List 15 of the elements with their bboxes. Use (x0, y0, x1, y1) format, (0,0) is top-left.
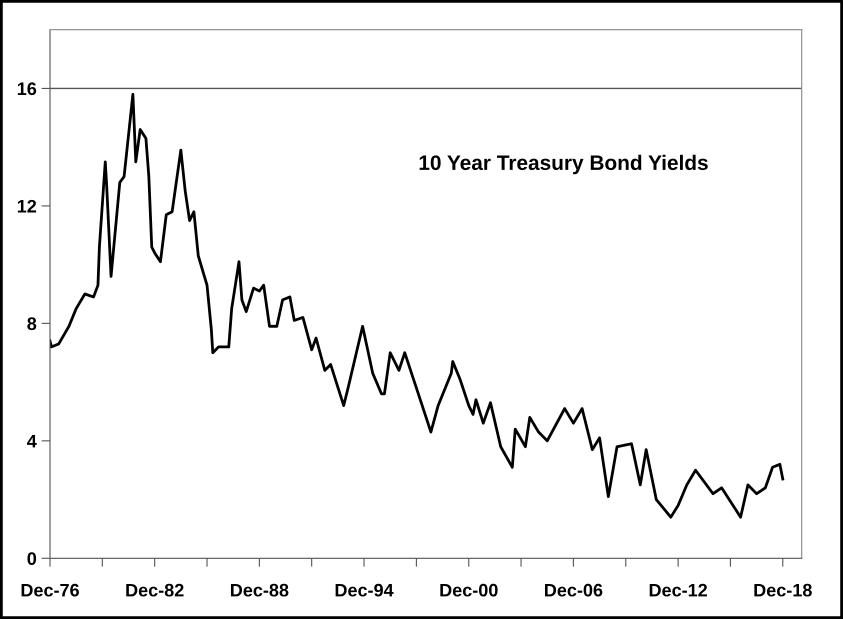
x-tick-label: Dec-00 (440, 584, 498, 597)
x-tick-label: Dec-82 (126, 584, 184, 597)
x-tick-label: Dec-06 (545, 584, 602, 597)
x-tick-label: Dec-12 (650, 584, 708, 597)
x-tick-label: Dec-94 (336, 584, 394, 597)
line-series (50, 92, 784, 519)
y-tick-label: 12 (18, 200, 36, 212)
x-tick-label: Dec-88 (230, 584, 288, 597)
x-tick-label: Dec-18 (754, 584, 812, 597)
y-tick-label: 4 (27, 434, 37, 448)
x-tick-label: Dec-76 (22, 584, 79, 597)
y-tick-label: 8 (27, 317, 36, 330)
text: 10 Year Treasury Bond Yields (420, 154, 708, 174)
y-tick-label: 0 (27, 552, 36, 566)
y-tick-label: 16 (18, 82, 36, 96)
